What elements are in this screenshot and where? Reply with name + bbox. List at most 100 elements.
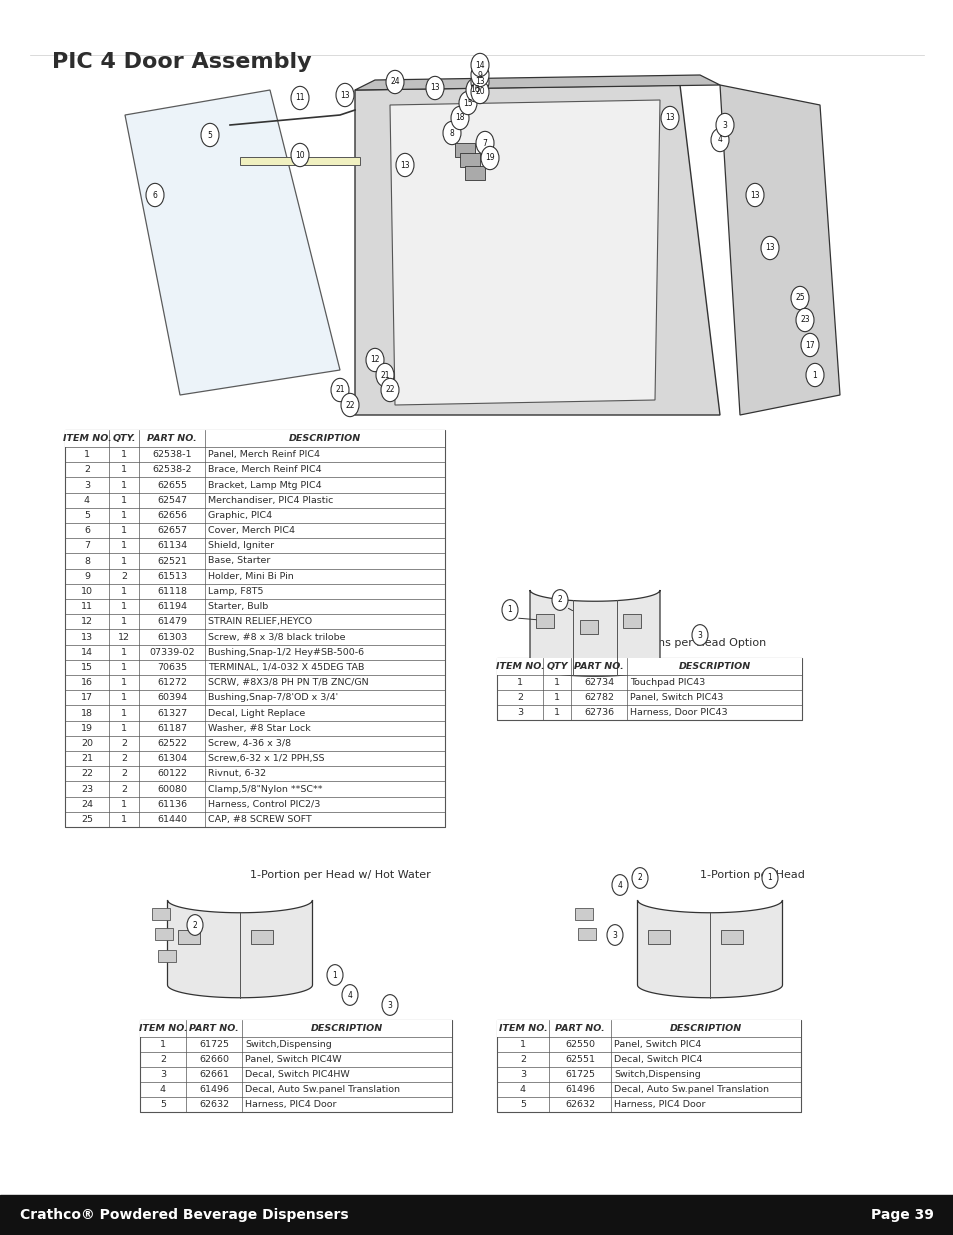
Text: 15: 15	[81, 663, 92, 672]
Text: Rivnut, 6-32: Rivnut, 6-32	[208, 769, 266, 778]
Bar	[455, 143, 475, 157]
Text: 62655: 62655	[157, 480, 187, 489]
Text: CAP, #8 SCREW SOFT: CAP, #8 SCREW SOFT	[208, 815, 312, 824]
Text: PART NO.: PART NO.	[574, 662, 623, 671]
Text: 4: 4	[519, 1086, 525, 1094]
Text: Panel, Switch PIC4: Panel, Switch PIC4	[614, 1040, 700, 1049]
Text: 61496: 61496	[564, 1086, 595, 1094]
Bar	[65, 430, 444, 447]
Text: 1: 1	[121, 557, 127, 566]
Text: 62550: 62550	[564, 1040, 595, 1049]
Text: 21: 21	[335, 385, 344, 394]
Text: 1: 1	[121, 603, 127, 611]
Text: 18: 18	[81, 709, 92, 718]
Text: DESCRIPTION: DESCRIPTION	[289, 433, 361, 443]
Circle shape	[612, 874, 627, 895]
Text: 6: 6	[84, 526, 90, 535]
Text: 1: 1	[121, 724, 127, 732]
Text: Base, Starter: Base, Starter	[208, 557, 270, 566]
Polygon shape	[720, 85, 840, 415]
Circle shape	[386, 70, 403, 94]
Circle shape	[480, 147, 498, 169]
Text: 61496: 61496	[199, 1086, 229, 1094]
Polygon shape	[390, 100, 659, 405]
Text: Screw,6-32 x 1/2 PPH,SS: Screw,6-32 x 1/2 PPH,SS	[208, 755, 324, 763]
Text: 13: 13	[475, 78, 484, 86]
Circle shape	[291, 86, 309, 110]
Text: 2: 2	[121, 739, 127, 748]
Text: ITEM NO.: ITEM NO.	[498, 1024, 547, 1032]
Text: 1: 1	[160, 1040, 166, 1049]
Circle shape	[790, 287, 808, 310]
Circle shape	[201, 124, 219, 147]
Text: DESCRIPTION: DESCRIPTION	[669, 1024, 741, 1032]
Circle shape	[795, 309, 813, 332]
Text: 2: 2	[121, 769, 127, 778]
Text: 3-Portions per Head Option: 3-Portions per Head Option	[615, 638, 765, 648]
Circle shape	[327, 965, 343, 986]
Polygon shape	[168, 900, 313, 998]
Text: ITEM NO.: ITEM NO.	[138, 1024, 187, 1032]
Text: 20: 20	[81, 739, 92, 748]
Text: Merchandiser, PIC4 Plastic: Merchandiser, PIC4 Plastic	[208, 495, 333, 505]
Text: SCRW, #8X3/8 PH PN T/B ZNC/GN: SCRW, #8X3/8 PH PN T/B ZNC/GN	[208, 678, 368, 687]
Polygon shape	[637, 900, 781, 998]
Circle shape	[426, 77, 443, 100]
Bar	[0, 1195, 953, 1235]
Circle shape	[710, 128, 728, 152]
Circle shape	[745, 183, 763, 206]
Text: Touchpad PIC43: Touchpad PIC43	[629, 678, 704, 687]
Text: Screw, #8 x 3/8 black trilobe: Screw, #8 x 3/8 black trilobe	[208, 632, 345, 641]
Text: 13: 13	[399, 161, 410, 169]
Text: 13: 13	[81, 632, 93, 641]
Text: 61304: 61304	[157, 755, 187, 763]
Circle shape	[660, 106, 679, 130]
Text: 62547: 62547	[157, 495, 187, 505]
Text: 24: 24	[390, 78, 399, 86]
Text: 2: 2	[121, 755, 127, 763]
Circle shape	[340, 394, 358, 416]
Text: 3: 3	[612, 930, 617, 940]
Text: 1: 1	[121, 541, 127, 551]
Text: DESCRIPTION: DESCRIPTION	[678, 662, 750, 671]
Text: 2: 2	[193, 920, 197, 930]
Text: 1: 1	[812, 370, 817, 379]
Text: 1: 1	[554, 693, 559, 701]
Text: 11: 11	[81, 603, 92, 611]
Text: 1: 1	[121, 526, 127, 535]
Text: 3: 3	[697, 631, 701, 640]
Circle shape	[552, 589, 567, 610]
Circle shape	[631, 868, 647, 888]
Text: 3: 3	[517, 708, 522, 718]
Bar	[536, 614, 554, 629]
Text: PIC 4 Door Assembly: PIC 4 Door Assembly	[52, 52, 312, 72]
Text: 1: 1	[121, 647, 127, 657]
Text: 62656: 62656	[157, 511, 187, 520]
Circle shape	[458, 91, 476, 115]
Text: 61136: 61136	[157, 800, 187, 809]
Text: 1-Portion per Head: 1-Portion per Head	[700, 869, 804, 881]
Circle shape	[501, 600, 517, 620]
Text: 62661: 62661	[199, 1070, 229, 1079]
Text: 3: 3	[387, 1000, 392, 1009]
Text: 14: 14	[81, 647, 92, 657]
Circle shape	[451, 106, 469, 130]
Text: 61187: 61187	[157, 724, 187, 732]
Text: 3: 3	[519, 1070, 525, 1079]
Circle shape	[465, 78, 483, 101]
Circle shape	[691, 625, 707, 646]
Text: 62632: 62632	[199, 1100, 229, 1109]
Circle shape	[187, 915, 203, 935]
Text: 1: 1	[554, 708, 559, 718]
Bar	[497, 658, 801, 720]
Text: QTY.: QTY.	[112, 433, 135, 443]
Circle shape	[442, 121, 460, 144]
Circle shape	[761, 868, 778, 888]
Text: 21: 21	[81, 755, 92, 763]
Text: 62522: 62522	[157, 739, 187, 748]
Bar	[464, 165, 484, 180]
Text: 1: 1	[507, 605, 512, 615]
Text: 22: 22	[385, 385, 395, 394]
Text: 13: 13	[764, 243, 774, 252]
Bar	[497, 1020, 801, 1112]
